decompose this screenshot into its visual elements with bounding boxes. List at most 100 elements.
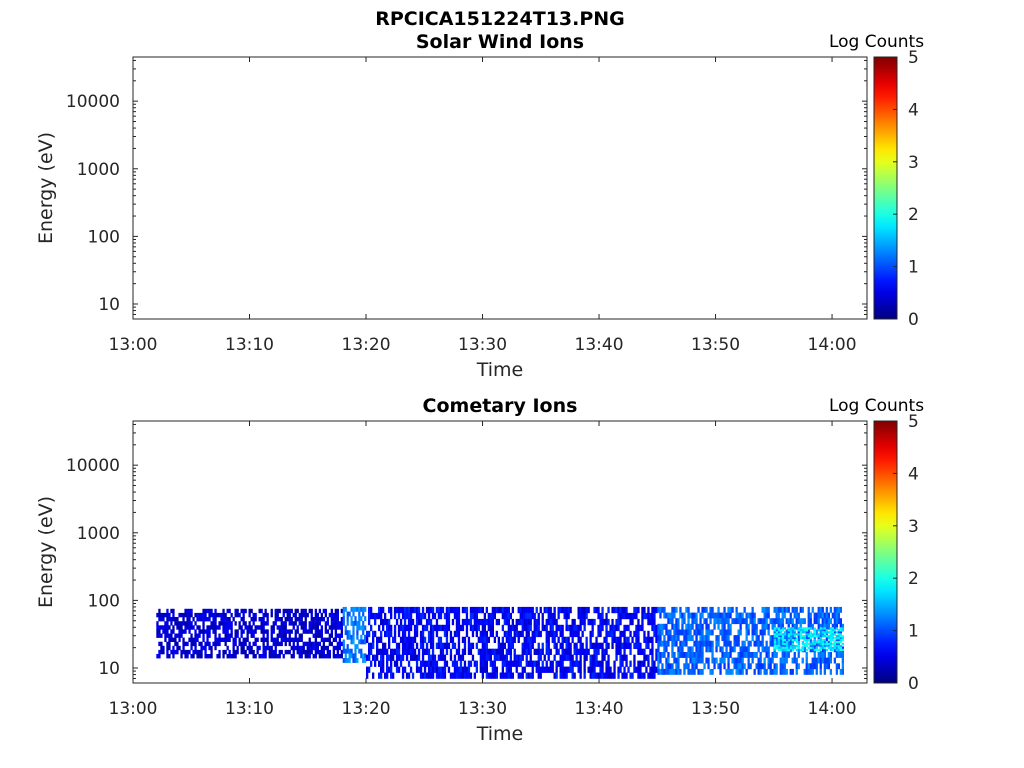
- data-cell: [841, 642, 844, 646]
- data-cell: [156, 612, 159, 618]
- data-cell: [290, 654, 293, 659]
- data-cell: [378, 672, 381, 679]
- data-cell: [791, 639, 795, 642]
- data-cell: [741, 612, 744, 619]
- data-cell: [601, 606, 604, 614]
- data-cell: [701, 629, 704, 636]
- data-cell: [773, 629, 777, 632]
- data-cell: [837, 635, 840, 638]
- data-cell: [771, 623, 774, 630]
- data-cell: [228, 617, 231, 622]
- data-cell: [366, 666, 369, 673]
- data-cell: [743, 606, 746, 613]
- data-cell: [300, 654, 303, 659]
- data-cell: [799, 637, 803, 640]
- data-cell: [601, 660, 604, 667]
- data-cell: [485, 666, 488, 673]
- data-cell: [208, 608, 211, 614]
- data-cell: [501, 666, 504, 673]
- data-cell: [585, 636, 588, 643]
- data-cell: [779, 637, 783, 640]
- data-cell: [591, 624, 594, 632]
- data-cell: [481, 654, 484, 661]
- data-cell: [671, 635, 674, 641]
- data-cell: [827, 657, 830, 664]
- data-cell: [537, 648, 540, 655]
- data-cell: [198, 633, 201, 638]
- data-cell: [573, 624, 576, 632]
- data-cell: [827, 618, 830, 625]
- data-cell: [318, 617, 321, 622]
- data-cell: [254, 617, 257, 622]
- data-cell: [366, 630, 369, 638]
- data-cell: [545, 630, 548, 638]
- data-cell: [717, 606, 720, 613]
- data-cell: [727, 663, 730, 670]
- data-cell: [280, 621, 283, 626]
- data-cell: [703, 606, 706, 613]
- data-cell: [839, 623, 842, 630]
- data-cell: [388, 654, 391, 661]
- data-cell: [577, 660, 580, 667]
- data-cell: [713, 612, 716, 619]
- data-cell: [421, 630, 425, 638]
- data-cell: [601, 648, 604, 655]
- data-cell: [583, 660, 586, 667]
- data-cell: [240, 617, 243, 622]
- data-cell: [168, 612, 171, 618]
- data-cell: [803, 627, 807, 630]
- data-cell: [763, 629, 766, 636]
- data-cell: [324, 629, 327, 634]
- data-cell: [312, 641, 315, 647]
- data-cell: [390, 612, 393, 620]
- data-cell: [368, 666, 371, 673]
- data-cell: [623, 672, 626, 679]
- data-cell: [831, 642, 834, 646]
- data-cell: [250, 633, 253, 638]
- data-cell: [777, 641, 781, 644]
- data-cell: [366, 654, 369, 661]
- data-cell: [661, 640, 664, 647]
- data-cell: [393, 606, 397, 614]
- data-cell: [781, 606, 784, 613]
- data-cell: [771, 668, 774, 675]
- data-cell: [667, 640, 670, 647]
- data-cell: [519, 660, 522, 667]
- data-cell: [783, 668, 786, 675]
- data-cell: [723, 652, 726, 658]
- data-cell: [386, 618, 389, 626]
- data-cell: [673, 652, 676, 658]
- data-cell: [415, 666, 419, 673]
- data-cell: [705, 629, 708, 636]
- data-cell: [477, 606, 480, 614]
- data-cell: [681, 640, 684, 647]
- data-cell: [360, 625, 363, 631]
- data-cell: [170, 633, 173, 638]
- data-cell: [300, 645, 303, 651]
- data-cell: [837, 637, 840, 640]
- data-cell: [240, 641, 243, 647]
- data-cell: [370, 660, 373, 667]
- data-cell: [577, 606, 580, 614]
- data-cell: [190, 641, 193, 647]
- data-cell: [324, 612, 327, 618]
- data-cell: [435, 624, 439, 632]
- data-cell: [733, 657, 736, 664]
- data-cell: [777, 629, 780, 636]
- data-cell: [471, 606, 475, 614]
- data-cell: [392, 672, 395, 679]
- data-cell: [274, 645, 277, 651]
- data-cell: [813, 631, 816, 634]
- data-cell: [419, 660, 423, 667]
- data-cell: [260, 637, 263, 642]
- data-cell: [222, 637, 225, 642]
- data-cell: [757, 618, 760, 625]
- data-cell: [230, 633, 233, 638]
- data-cell: [807, 612, 810, 619]
- data-cell: [533, 636, 536, 643]
- data-cell: [791, 623, 794, 630]
- data-cell: [835, 644, 838, 648]
- data-cell: [713, 663, 716, 670]
- data-cell: [763, 618, 766, 625]
- data-cell: [545, 618, 548, 626]
